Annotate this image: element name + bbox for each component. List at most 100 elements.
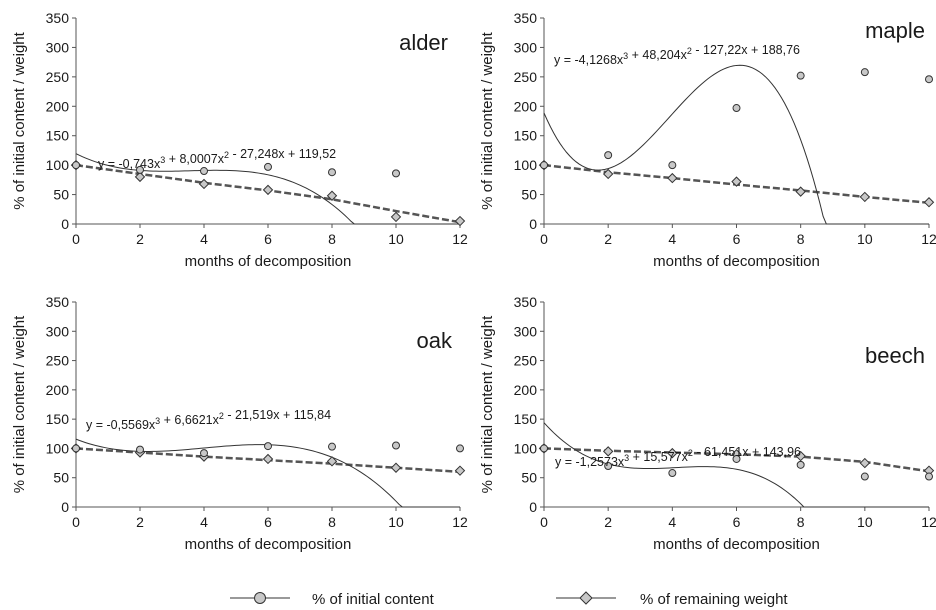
weight-point (667, 172, 678, 184)
panel-label: maple (865, 18, 925, 43)
weight-point (326, 190, 338, 201)
legend-weight-marker (579, 591, 593, 605)
content-point (860, 472, 869, 481)
trend-equation: y = -0,743x3 + 8,0007x2 - 27,248x + 119,… (98, 147, 336, 171)
weight-point (454, 465, 466, 476)
content-point (732, 454, 741, 463)
content-point (860, 68, 869, 77)
y-tick-label: 300 (46, 39, 70, 55)
y-tick-label: 350 (514, 10, 538, 26)
x-tick-label: 2 (136, 231, 144, 247)
content-point (72, 444, 80, 453)
y-tick-label: 350 (514, 294, 538, 310)
weight-point (795, 186, 806, 197)
content-point (925, 472, 933, 481)
chart-panel-beech: 0 50 100 150 200 250 300 350 0 2 4 6 8 10 12 months of … (479, 294, 936, 553)
content-point (604, 151, 613, 160)
x-tick-label: 10 (388, 514, 404, 530)
weight-point (134, 171, 146, 183)
y-tick-label: 300 (514, 323, 538, 339)
x-tick-label: 4 (200, 514, 208, 530)
y-tick-label: 150 (514, 411, 538, 427)
y-tick-label: 50 (53, 470, 69, 486)
x-tick-label: 10 (857, 514, 873, 530)
weight-point (795, 450, 806, 462)
content-point (925, 75, 933, 84)
y-tick-label: 100 (514, 157, 538, 173)
x-tick-label: 2 (604, 514, 612, 530)
content-point (392, 169, 400, 178)
x-tick-label: 2 (136, 514, 144, 530)
content-point (72, 161, 80, 170)
x-tick-label: 12 (452, 514, 468, 530)
y-tick-label: 0 (61, 216, 69, 232)
y-tick-label: 100 (46, 157, 70, 173)
trend-equation: y = -0,5569x3 + 6,6621x2 - 21,519x + 115… (86, 408, 331, 432)
y-tick-label: 250 (514, 353, 538, 369)
y-tick-label: 250 (514, 69, 538, 85)
content-point (604, 462, 613, 470)
y-tick-label: 200 (514, 382, 538, 398)
weight-point (602, 446, 614, 457)
content-point (328, 168, 336, 177)
y-tick-label: 300 (514, 39, 538, 55)
weight-point (602, 168, 614, 180)
y-tick-label: 0 (529, 499, 537, 515)
panel-label: oak (417, 328, 453, 353)
y-tick-label: 100 (514, 440, 538, 456)
weight-point (326, 456, 338, 467)
y-axis-label: % of initial content / weight (479, 31, 496, 209)
content-point (456, 444, 464, 453)
x-tick-label: 0 (540, 231, 548, 247)
y-tick-label: 150 (514, 128, 538, 144)
weight-point (390, 211, 402, 223)
weight-point (262, 184, 274, 196)
content-point (264, 162, 272, 171)
content-point (540, 161, 548, 170)
x-tick-label: 10 (388, 231, 404, 247)
x-tick-label: 0 (72, 231, 80, 247)
x-tick-label: 4 (200, 231, 208, 247)
y-tick-label: 250 (46, 353, 70, 369)
content-point (796, 460, 805, 469)
weight-point (667, 447, 678, 459)
weight-point (262, 453, 274, 465)
x-tick-label: 10 (857, 231, 873, 247)
weight-point (731, 176, 742, 187)
weight-point (923, 197, 935, 208)
y-tick-label: 350 (46, 10, 70, 26)
content-point (540, 444, 548, 453)
weight-point (198, 178, 210, 190)
chart-panel-maple: 0 50 100 150 200 250 300 350 0 2 4 6 8 10 12 months of … (479, 10, 936, 270)
content-point (796, 71, 805, 80)
content-point (732, 104, 741, 113)
x-tick-label: 0 (540, 514, 548, 530)
x-tick-label: 8 (328, 231, 336, 247)
content-point (328, 442, 336, 451)
y-axis-label: % of initial content / weight (11, 31, 28, 209)
content-point (668, 161, 677, 170)
x-tick-label: 12 (452, 231, 468, 247)
chart-panel-oak: 0 50 100 150 200 250 300 350 0 2 4 6 8 10 12 months of … (11, 294, 468, 553)
y-tick-label: 100 (46, 440, 70, 456)
legend-weight-label: % of remaining weight (640, 591, 788, 608)
x-tick-label: 4 (668, 231, 676, 247)
x-axis-label: months of decomposition (653, 536, 820, 553)
weight-point (859, 191, 871, 203)
y-tick-label: 350 (46, 294, 70, 310)
y-tick-label: 150 (46, 128, 70, 144)
x-tick-label: 4 (668, 514, 676, 530)
legend: % of initial content % of remaining weig… (230, 591, 788, 608)
x-axis-label: months of decomposition (653, 253, 820, 270)
y-tick-label: 200 (514, 98, 538, 114)
legend-content-marker (254, 592, 266, 604)
content-point (136, 165, 144, 174)
x-tick-label: 12 (921, 514, 936, 530)
content-point (200, 449, 208, 458)
x-tick-label: 2 (604, 231, 612, 247)
x-tick-label: 12 (921, 231, 936, 247)
panel-label: beech (865, 343, 925, 368)
weight-point (454, 215, 466, 227)
y-tick-label: 300 (46, 323, 70, 339)
